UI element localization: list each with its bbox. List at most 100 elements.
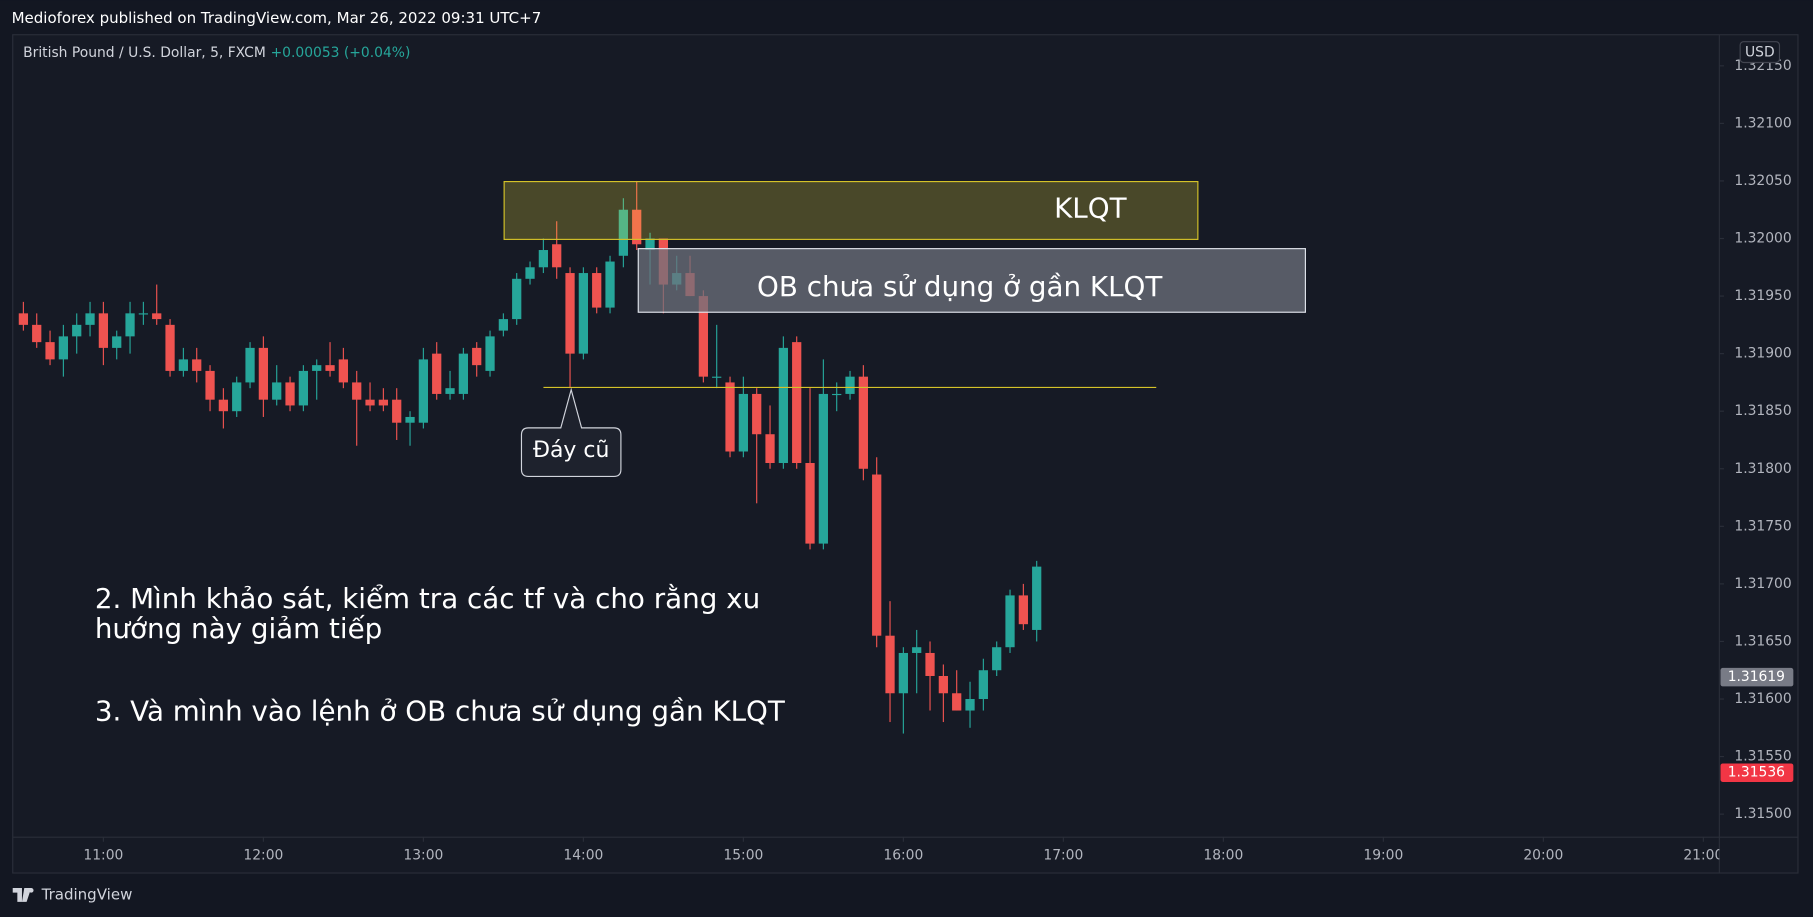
candle-body [738,393,748,452]
y-tick-label: 1.31950 [1734,288,1791,304]
candle-body [778,347,788,464]
price-tag [1720,667,1794,687]
x-tick-label: 11:00 [83,848,123,864]
y-tick-label: 1.31700 [1734,576,1791,592]
candle-body [792,342,802,464]
candle-body [765,434,775,464]
candle-body [405,416,415,423]
currency-box[interactable] [1739,41,1781,64]
y-tick-label: 1.32050 [1734,173,1791,189]
x-tick-label: 19:00 [1363,848,1403,864]
candle-body [872,474,882,636]
candle-body [165,324,175,371]
candle-body [365,399,375,406]
note-line: hướng này giảm tiếp [95,612,382,645]
candle-body [205,370,215,400]
candle-body [498,319,508,331]
x-tick-label: 16:00 [883,848,923,864]
price-tag [1720,763,1794,782]
candle-body [458,353,468,394]
candle-body [432,353,442,394]
note-line: 2. Mình khảo sát, kiểm tra các tf và cho… [95,582,760,615]
footer-brand[interactable]: TradingView [41,885,133,903]
callout-label: Đáy cũ [533,438,609,463]
price-tag-label: 1.31536 [1728,765,1785,781]
candle-body [938,675,948,694]
candle-body [898,652,908,694]
candle-body [1005,595,1015,648]
candle-body [45,342,55,360]
candle-body [112,336,122,348]
candle-body [592,273,602,308]
candle-body [418,359,429,423]
candle-body [858,376,868,469]
candle-body [138,313,149,315]
symbol: British Pound / U.S. Dollar, 5, FXCM [23,45,266,61]
x-tick-label: 13:00 [403,848,443,864]
price-axis: 1.31500 1.31550 1.31600 1.31650 1.31700 1.317… [1719,58,1792,822]
candle-body [885,635,895,694]
x-tick-label: 18:00 [1203,848,1243,864]
candle-body [952,693,962,711]
y-tick-label: 1.31900 [1734,346,1791,362]
candle-body [58,336,69,360]
candle-body [232,382,242,412]
y-tick-label: 1.31550 [1734,749,1791,765]
price-tag-label: 1.31619 [1728,669,1785,685]
x-tick-label: 20:00 [1523,848,1563,864]
candle-body [818,393,828,544]
candle-body [245,347,255,383]
candle-body [72,324,82,337]
candle-body [258,347,269,400]
note-line: 3. Và mình vào lệnh ở OB chưa sử dụng gầ… [95,694,786,727]
y-tick-label: 1.31750 [1734,518,1791,534]
candle-body [725,382,735,452]
candle-body [912,647,922,653]
candle-body [632,209,642,245]
candle-body [512,278,522,320]
candle-body [552,244,562,268]
candle-body [485,336,495,371]
candle-body [312,365,322,371]
x-tick-label: 14:00 [563,848,603,864]
y-tick-label: 1.31500 [1734,806,1791,822]
x-tick-label: 21:00 [1683,848,1723,864]
candle-body [192,359,202,371]
candle-body [845,376,855,394]
candle-body [392,399,402,423]
tv-logo [12,888,32,902]
candle-body [645,238,655,251]
candle-body [538,250,548,268]
y-tick-label: 1.32000 [1734,231,1791,247]
time-axis: 11:00 12:00 13:00 14:00 15:00 16:00 17:00 18:00… [83,837,1723,864]
candle-body [525,267,535,279]
candle-body [18,313,29,325]
candle-body [178,359,189,371]
x-tick-label: 17:00 [1043,848,1083,864]
candle-body [298,370,309,406]
candle-body [712,376,722,378]
candle-body [325,365,335,371]
candle-body [378,399,389,406]
candle-body [472,347,482,366]
tv-logo-dot [28,888,34,893]
candle-body [218,399,229,412]
price-tags: 1.31619 1.31536 [1720,667,1794,782]
candle-body [605,261,615,308]
publisher: Medioforex published on TradingView.com,… [12,9,542,27]
y-tick-label: 1.31650 [1734,633,1791,649]
currency: USD [1745,45,1775,61]
candle-body [32,324,42,343]
candle-body [805,463,815,544]
callout [520,387,622,477]
candle-body [272,382,282,400]
candle-body [992,647,1002,671]
y-tick-label: 1.31850 [1734,403,1791,419]
candle-body [832,393,842,396]
candle-body [445,388,455,394]
candle-body [698,296,708,377]
candle-body [1018,595,1028,625]
candle-body [125,313,135,337]
y-tick-label: 1.31800 [1734,461,1791,477]
